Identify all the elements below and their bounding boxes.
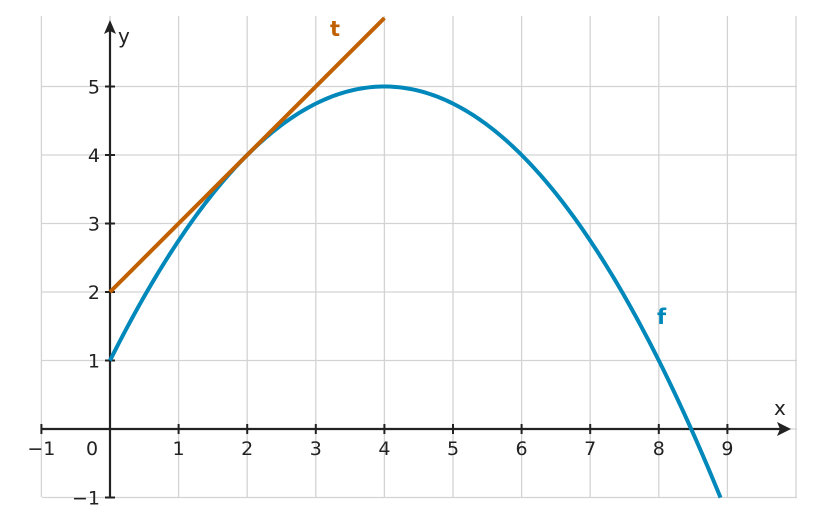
y-axis-label: y [118,24,130,48]
y-tick-label: 5 [88,77,100,99]
x-tick-label: 6 [516,438,528,460]
axes [42,20,791,497]
y-tick-label: −1 [72,488,100,510]
grid [40,16,797,499]
ticks: −1 0 1 2 3 4 5 6 7 8 9 −1 1 2 3 4 5 [27,77,733,510]
x-tick-label: 5 [447,438,459,460]
x-tick-label: 7 [584,438,596,460]
series-line-t [108,16,386,294]
y-tick-label: 4 [88,145,100,167]
series-layer [108,16,723,499]
series-label-t: t [330,17,340,41]
x-tick-label: 4 [378,438,390,460]
x-axis-label: x [774,396,786,420]
x-tick-label: 8 [653,438,665,460]
y-tick-label: 1 [88,351,100,373]
series-line-f [108,84,723,499]
x-tick-label: 1 [173,438,185,460]
x-tick-label: 2 [241,438,253,460]
x-tick-label: 0 [86,438,98,460]
y-tick-label: 3 [88,214,100,236]
y-axis-arrow-icon [104,20,116,34]
y-tick-label: 2 [88,282,100,304]
x-tick-label: −1 [27,438,55,460]
x-tick-label: 9 [721,438,733,460]
series-label-f: f [657,305,667,329]
x-axis-arrow-icon [777,422,791,436]
x-tick-label: 3 [310,438,322,460]
